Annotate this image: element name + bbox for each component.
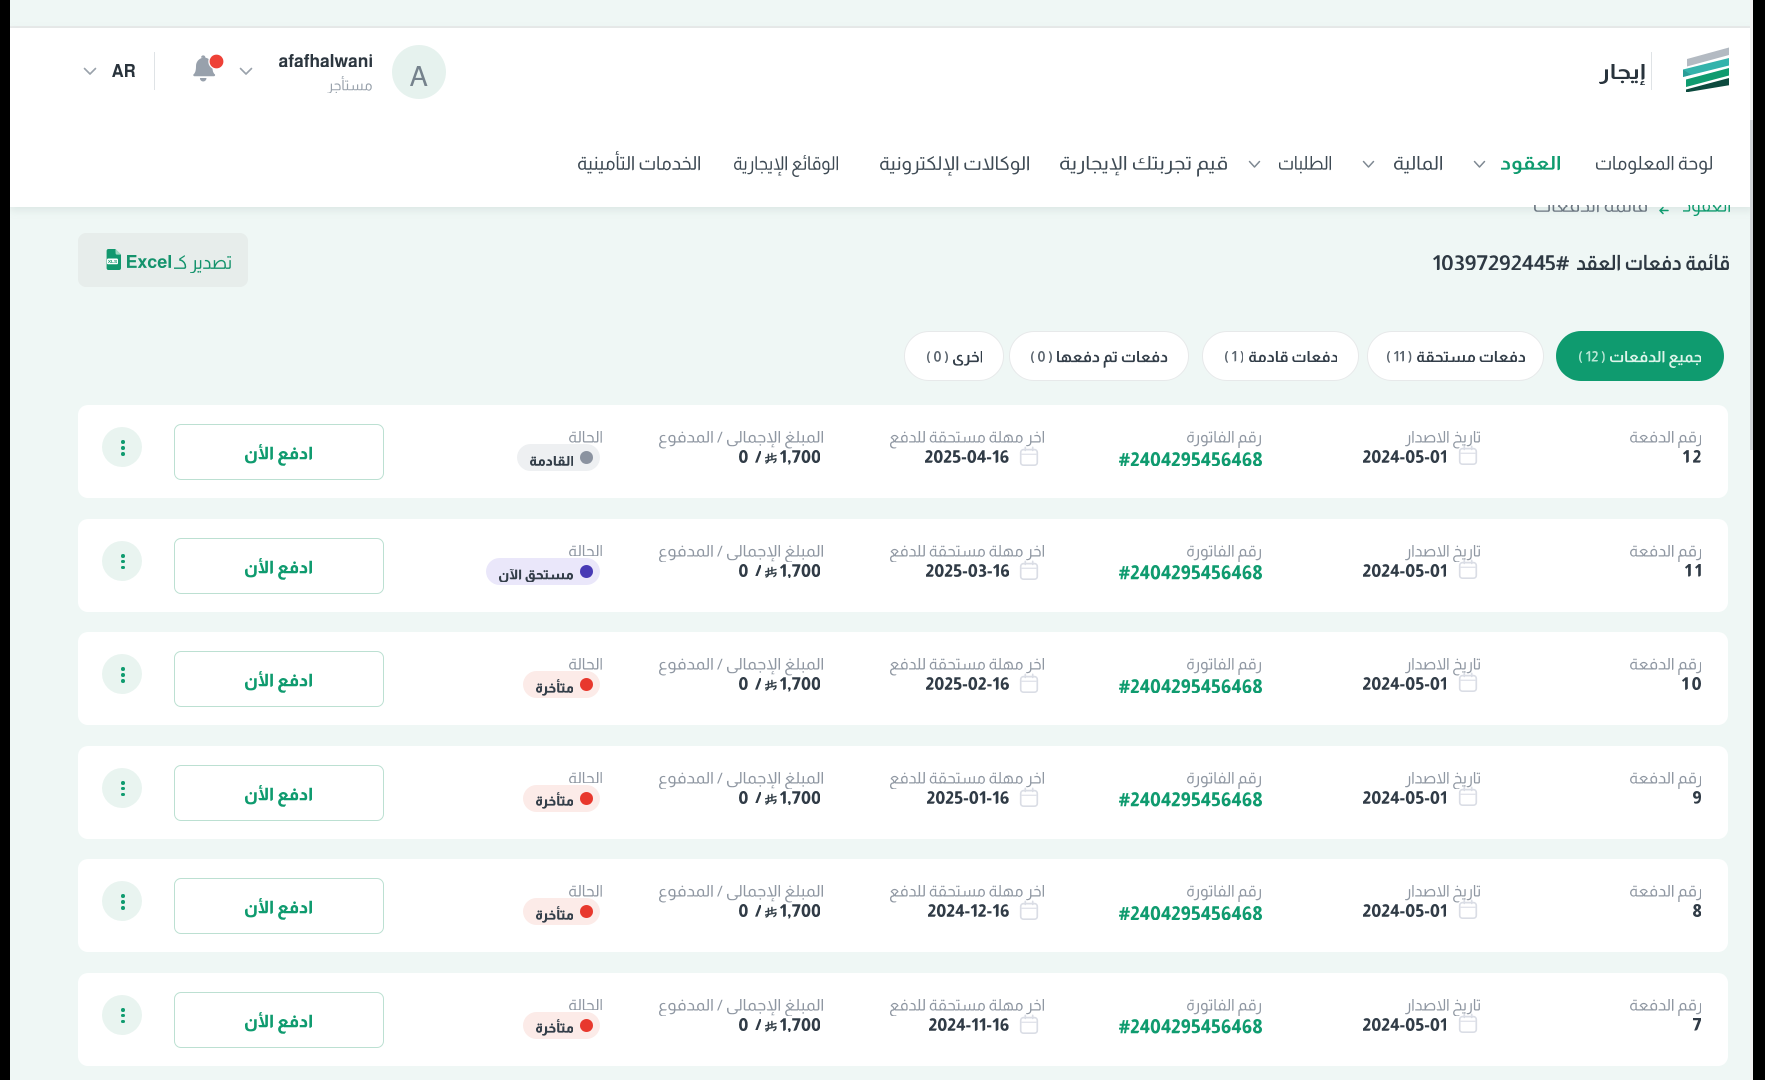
svg-text:XLS: XLS (108, 259, 118, 265)
